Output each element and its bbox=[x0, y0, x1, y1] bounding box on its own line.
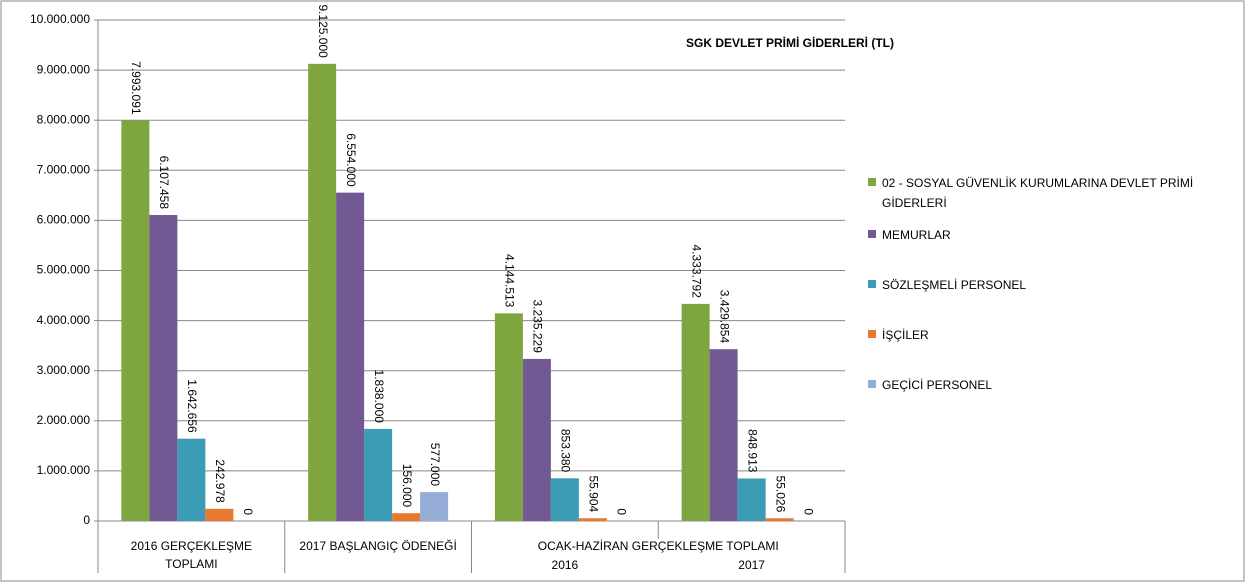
y-tick-label: 9.000.000 bbox=[37, 62, 91, 76]
y-tick-label: 7.000.000 bbox=[37, 162, 91, 176]
bar bbox=[522, 358, 551, 521]
x-tick-label: 2017 bbox=[738, 558, 765, 572]
bar bbox=[308, 63, 337, 522]
bar bbox=[550, 478, 579, 521]
value-label: 1.838.000 bbox=[372, 370, 386, 424]
legend-entry: MEMURLAR bbox=[868, 225, 1245, 245]
x-tick-label: 2016 bbox=[551, 558, 579, 572]
value-label: 0 bbox=[801, 508, 815, 515]
bar bbox=[177, 438, 206, 521]
value-label: 853.380 bbox=[559, 429, 573, 473]
value-label: 55.904 bbox=[587, 475, 601, 512]
bar bbox=[681, 303, 710, 521]
value-label: 1.642.656 bbox=[185, 379, 199, 433]
legend-entry: 02 - SOSYAL GÜVENLİK KURUMLARINA DEVLET … bbox=[868, 173, 1245, 213]
bar bbox=[420, 492, 449, 521]
value-label: 4.144.513 bbox=[503, 254, 517, 308]
value-label: 577.000 bbox=[428, 443, 442, 487]
value-label: 0 bbox=[241, 508, 255, 515]
value-label: 7.993.091 bbox=[129, 61, 143, 115]
bar bbox=[205, 508, 234, 521]
legend-label: İŞÇİLER bbox=[882, 328, 929, 342]
legend-label: GEÇİCİ PERSONEL bbox=[882, 378, 993, 392]
y-tick-label: 4.000.000 bbox=[37, 313, 91, 327]
bar bbox=[709, 349, 738, 521]
y-tick-label: 1.000.000 bbox=[37, 463, 91, 477]
legend-swatch bbox=[868, 230, 876, 238]
value-label: 6.107.458 bbox=[157, 156, 171, 210]
legend-swatch bbox=[868, 178, 876, 186]
value-label: 6.554.000 bbox=[344, 133, 358, 187]
bar bbox=[149, 215, 178, 521]
value-label: 156.000 bbox=[400, 464, 414, 508]
bar bbox=[578, 518, 607, 521]
bar bbox=[494, 313, 523, 521]
y-tick-label: 3.000.000 bbox=[37, 363, 91, 377]
legend-swatch bbox=[868, 330, 876, 338]
value-label: 3.235.229 bbox=[531, 300, 545, 354]
legend-swatch bbox=[868, 280, 876, 288]
value-label: 55.026 bbox=[773, 476, 787, 513]
y-tick-label: 10.000.000 bbox=[30, 12, 90, 26]
value-label: 4.333.792 bbox=[689, 244, 703, 298]
bar bbox=[765, 518, 794, 521]
value-label: 3.429.854 bbox=[717, 290, 731, 344]
y-tick-label: 8.000.000 bbox=[37, 112, 91, 126]
bar bbox=[737, 478, 766, 521]
x-tick-label: 2016 GERÇEKLEŞME TOPLAMI bbox=[130, 539, 253, 571]
y-tick-label: 2.000.000 bbox=[37, 413, 91, 427]
bar bbox=[336, 192, 365, 522]
y-tick-label: 5.000.000 bbox=[37, 263, 91, 277]
legend-label: MEMURLAR bbox=[882, 228, 951, 242]
x-tick-label: 2017 BAŞLANGIÇ ÖDENEĞİ bbox=[299, 539, 457, 553]
value-label: 848.913 bbox=[745, 429, 759, 473]
y-tick-label: 0 bbox=[83, 513, 90, 527]
legend-label: 02 - SOSYAL GÜVENLİK KURUMLARINA DEVLET … bbox=[882, 176, 1194, 210]
value-label: 9.125.000 bbox=[316, 4, 330, 58]
bar bbox=[121, 120, 150, 521]
value-label: 242.978 bbox=[213, 459, 227, 503]
bar bbox=[392, 513, 421, 521]
legend-entry: İŞÇİLER bbox=[868, 325, 1245, 345]
legend-label: SÖZLEŞMELİ PERSONEL bbox=[882, 278, 1027, 292]
chart-title: SGK DEVLET PRİMİ GİDERLERİ (TL) bbox=[686, 35, 894, 50]
y-tick-label: 6.000.000 bbox=[37, 213, 91, 227]
legend-entry: GEÇİCİ PERSONEL bbox=[868, 375, 1245, 395]
legend-swatch bbox=[868, 380, 876, 388]
value-label: 0 bbox=[615, 508, 629, 515]
category-group-label: OCAK-HAZİRAN GERÇEKLEŞME TOPLAMI bbox=[537, 539, 779, 553]
legend-entry: SÖZLEŞMELİ PERSONEL bbox=[868, 275, 1245, 295]
bar bbox=[364, 428, 393, 521]
